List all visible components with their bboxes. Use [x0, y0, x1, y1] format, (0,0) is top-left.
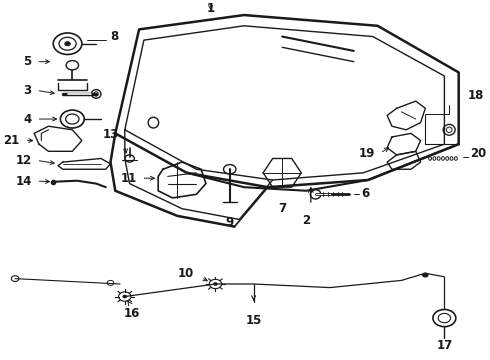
Text: 5: 5 [24, 55, 32, 68]
Text: 18: 18 [467, 89, 484, 102]
Text: 15: 15 [245, 315, 262, 328]
Text: 4: 4 [24, 113, 32, 126]
Text: 8: 8 [110, 30, 119, 43]
Text: 14: 14 [15, 175, 32, 188]
Text: 12: 12 [16, 154, 32, 167]
Text: 16: 16 [124, 307, 140, 320]
Text: 10: 10 [178, 267, 194, 280]
Text: 20: 20 [470, 147, 487, 159]
Text: 17: 17 [436, 339, 452, 352]
Text: 9: 9 [225, 216, 234, 229]
Text: 13: 13 [102, 127, 119, 140]
Circle shape [65, 41, 71, 46]
Text: 3: 3 [24, 84, 32, 97]
Circle shape [213, 282, 218, 286]
Text: 21: 21 [3, 134, 20, 147]
Text: 7: 7 [278, 202, 286, 215]
Text: 1: 1 [207, 2, 215, 15]
Text: 11: 11 [121, 172, 137, 185]
Circle shape [422, 273, 429, 278]
Text: 19: 19 [359, 147, 375, 159]
Text: 6: 6 [361, 187, 369, 200]
Circle shape [122, 295, 127, 298]
Text: 2: 2 [302, 214, 310, 227]
